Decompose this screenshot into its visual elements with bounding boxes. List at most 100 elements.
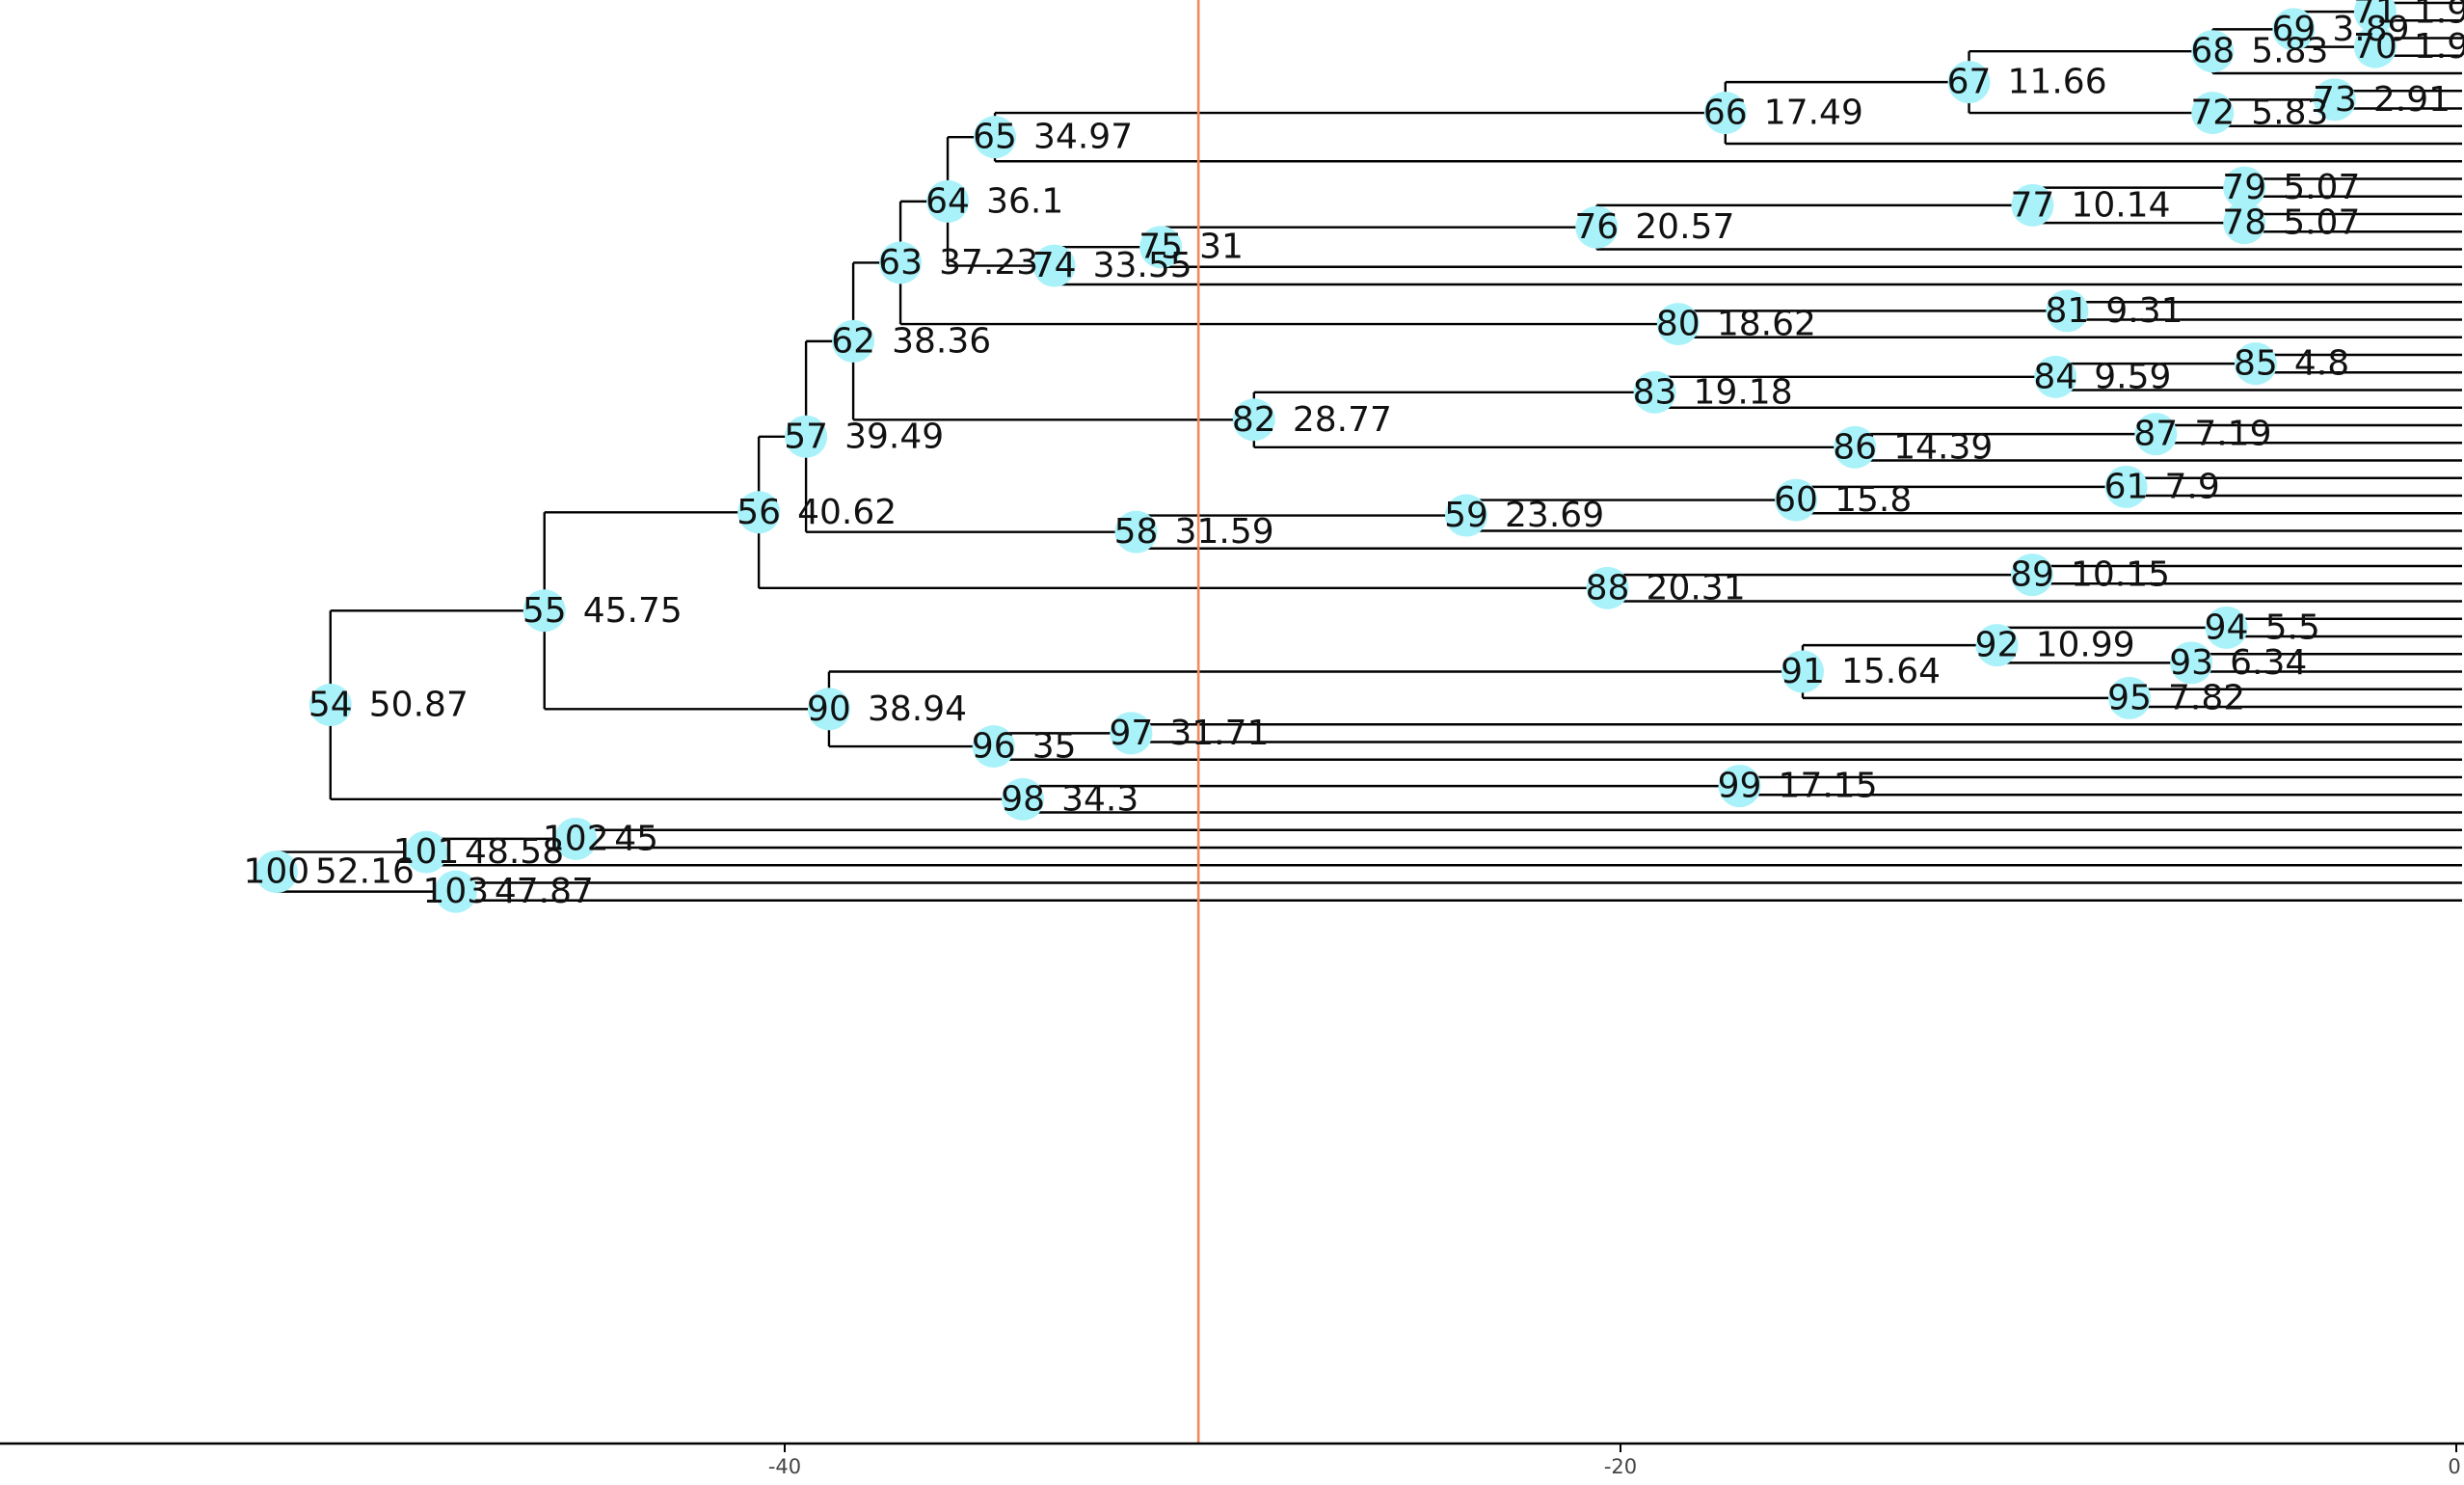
node-74[interactable]: 74 33.55 bbox=[1032, 244, 1192, 287]
node-height-label: 5.07 bbox=[2283, 168, 2360, 207]
node-height-label: 11.66 bbox=[2008, 63, 2107, 102]
nodes-layer: 711.94701.94693.89685.83732.91725.836711… bbox=[244, 0, 2464, 913]
node-id-label: 74 bbox=[1032, 246, 1077, 285]
node-height-label: 48.58 bbox=[465, 832, 564, 872]
node-80[interactable]: 80 18.62 bbox=[1656, 303, 1816, 346]
node-73[interactable]: 73 2.91 bbox=[2313, 78, 2451, 122]
node-marker bbox=[974, 116, 1017, 159]
node-height-label: 3.89 bbox=[2332, 10, 2409, 49]
node-63[interactable]: 63 37.23 bbox=[878, 241, 1038, 284]
node-marker bbox=[2034, 355, 2077, 398]
node-id-label: 57 bbox=[784, 417, 828, 456]
node-height-label: 23.69 bbox=[1505, 496, 1604, 535]
node-height-label: 36.1 bbox=[986, 181, 1063, 221]
node-66[interactable]: 66 17.49 bbox=[1703, 92, 1863, 135]
node-id-label: 64 bbox=[925, 181, 970, 221]
x-tick-label: 0 bbox=[2448, 1455, 2460, 1478]
node-marker bbox=[1775, 478, 1818, 522]
node-marker bbox=[1032, 244, 1076, 287]
node-78[interactable]: 78 5.07 bbox=[2222, 202, 2360, 245]
node-id-label: 81 bbox=[2046, 291, 2090, 331]
node-56[interactable]: 56 40.62 bbox=[737, 491, 897, 534]
node-76[interactable]: 76 20.57 bbox=[1574, 205, 1734, 249]
node-83[interactable]: 83 19.18 bbox=[1633, 370, 1793, 414]
node-93[interactable]: 93 6.34 bbox=[2169, 641, 2307, 685]
node-69[interactable]: 69 3.89 bbox=[2271, 8, 2410, 51]
node-marker bbox=[926, 179, 970, 223]
node-81[interactable]: 81 9.31 bbox=[2046, 289, 2183, 333]
node-height-label: 34.97 bbox=[1033, 118, 1133, 157]
node-90[interactable]: 90 38.94 bbox=[807, 688, 967, 731]
node-91[interactable]: 91 15.64 bbox=[1781, 650, 1941, 693]
node-height-label: 38.94 bbox=[868, 689, 967, 729]
node-87[interactable]: 87 7.19 bbox=[2133, 413, 2271, 456]
node-82[interactable]: 82 28.77 bbox=[1232, 398, 1392, 442]
node-id-label: 84 bbox=[2033, 357, 2077, 396]
node-85[interactable]: 85 4.8 bbox=[2234, 342, 2349, 386]
node-id-label: 88 bbox=[1586, 568, 1630, 608]
node-97[interactable]: 97 31.71 bbox=[1109, 712, 1269, 755]
node-height-label: 31 bbox=[1199, 228, 1244, 267]
node-id-label: 59 bbox=[1444, 496, 1488, 535]
node-marker bbox=[1002, 777, 1045, 821]
node-101[interactable]: 101 48.58 bbox=[393, 830, 564, 874]
node-100[interactable]: 100 52.16 bbox=[244, 850, 415, 894]
node-id-label: 80 bbox=[1656, 305, 1701, 344]
node-67[interactable]: 67 11.66 bbox=[1947, 61, 2107, 104]
node-marker bbox=[1110, 712, 1153, 755]
node-id-label: 66 bbox=[1703, 94, 1748, 133]
node-92[interactable]: 92 10.99 bbox=[1975, 624, 2135, 667]
node-marker bbox=[1114, 510, 1158, 554]
node-id-label: 76 bbox=[1574, 207, 1619, 247]
node-59[interactable]: 59 23.69 bbox=[1444, 494, 1604, 537]
node-height-label: 17.15 bbox=[1779, 767, 1878, 806]
node-id-label: 60 bbox=[1774, 480, 1818, 520]
node-height-label: 15.64 bbox=[1841, 652, 1941, 691]
node-height-label: 9.31 bbox=[2105, 291, 2183, 331]
node-102[interactable]: 102 45 bbox=[543, 817, 658, 860]
node-marker bbox=[2313, 78, 2356, 122]
node-id-label: 56 bbox=[737, 493, 781, 532]
node-77[interactable]: 77 10.14 bbox=[2011, 183, 2171, 227]
node-55[interactable]: 55 45.75 bbox=[522, 589, 683, 633]
node-marker bbox=[254, 850, 298, 894]
node-54[interactable]: 54 50.87 bbox=[308, 684, 469, 727]
node-99[interactable]: 99 17.15 bbox=[1718, 765, 1878, 808]
node-95[interactable]: 95 7.82 bbox=[2107, 676, 2245, 719]
node-60[interactable]: 60 15.8 bbox=[1774, 478, 1912, 522]
node-height-label: 45 bbox=[614, 819, 658, 858]
node-marker bbox=[2234, 342, 2277, 386]
node-marker bbox=[1139, 226, 1183, 269]
node-id-label: 101 bbox=[393, 832, 460, 872]
node-86[interactable]: 86 14.39 bbox=[1833, 425, 1993, 469]
node-70[interactable]: 701.94 bbox=[2353, 25, 2464, 68]
node-62[interactable]: 62 38.36 bbox=[831, 319, 991, 363]
node-id-label: 85 bbox=[2234, 344, 2278, 384]
node-72[interactable]: 72 5.83 bbox=[2190, 92, 2328, 135]
node-height-label: 6.34 bbox=[2230, 643, 2307, 683]
node-id-label: 78 bbox=[2222, 203, 2266, 243]
node-65[interactable]: 65 34.97 bbox=[973, 116, 1133, 159]
node-94[interactable]: 94 5.5 bbox=[2205, 606, 2320, 649]
node-64[interactable]: 64 36.1 bbox=[925, 179, 1063, 223]
node-68[interactable]: 68 5.83 bbox=[2190, 30, 2328, 73]
node-height-label: 39.49 bbox=[844, 417, 944, 456]
node-57[interactable]: 57 39.49 bbox=[784, 415, 944, 458]
node-98[interactable]: 98 34.3 bbox=[1001, 777, 1138, 821]
node-84[interactable]: 84 9.59 bbox=[2033, 355, 2171, 398]
node-height-label: 10.14 bbox=[2071, 185, 2170, 225]
node-103[interactable]: 103 47.87 bbox=[422, 870, 594, 913]
node-marker bbox=[434, 870, 477, 913]
node-id-label: 99 bbox=[1718, 767, 1762, 806]
node-75[interactable]: 75 31 bbox=[1138, 226, 1244, 269]
node-88[interactable]: 88 20.31 bbox=[1586, 566, 1746, 609]
x-tick-label: -40 bbox=[768, 1455, 801, 1478]
node-96[interactable]: 96 35 bbox=[972, 725, 1077, 769]
node-marker bbox=[2191, 30, 2235, 73]
node-marker bbox=[2353, 0, 2397, 34]
node-79[interactable]: 79 5.07 bbox=[2222, 166, 2360, 209]
node-61[interactable]: 61 7.9 bbox=[2104, 465, 2220, 508]
node-58[interactable]: 58 31.59 bbox=[1114, 510, 1274, 554]
node-89[interactable]: 89 10.15 bbox=[2010, 554, 2170, 597]
